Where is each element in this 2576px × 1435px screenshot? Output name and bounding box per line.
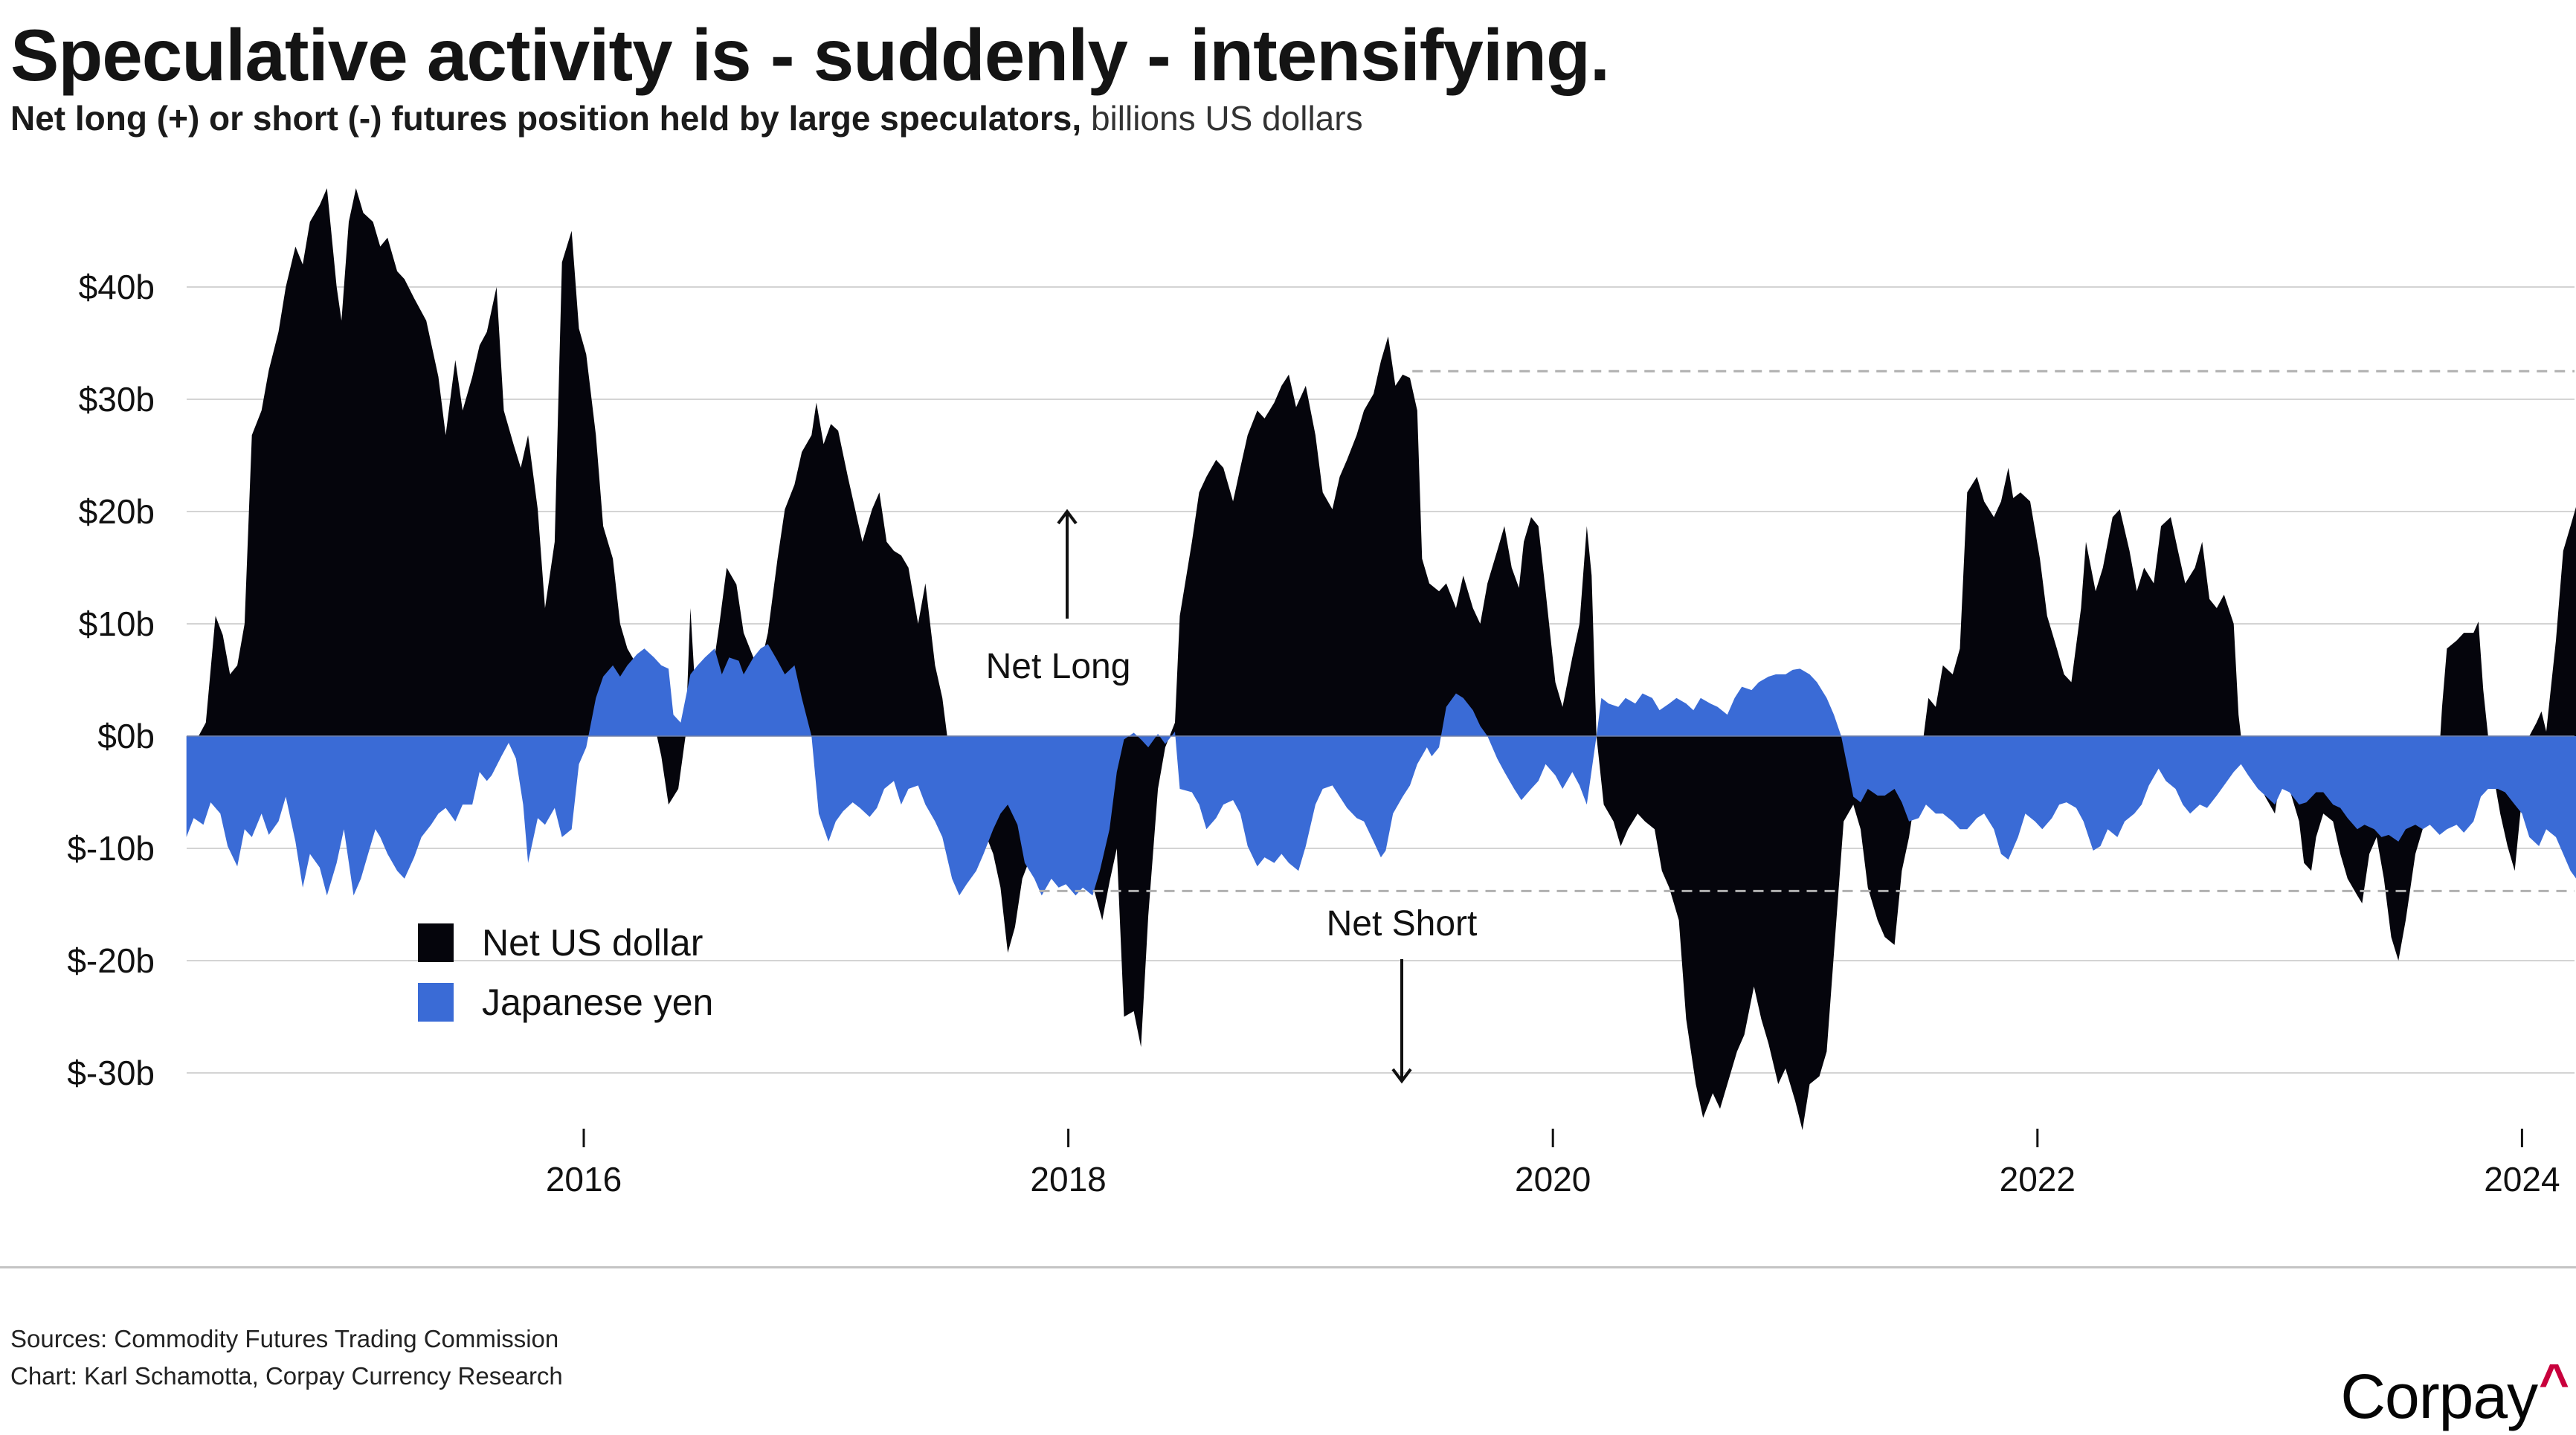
legend-label-jpy: Japanese yen [482, 981, 714, 1023]
x-axis: 2016 2018 2020 2022 2024 [546, 1129, 2560, 1199]
legend: Net US dollar Japanese yen [418, 913, 713, 1032]
legend-item-jpy: Japanese yen [418, 973, 713, 1032]
y-tick-label: $-20b [67, 941, 155, 980]
x-tick-label: 2022 [2000, 1160, 2076, 1199]
series-areas [186, 188, 2576, 1130]
legend-item-usd: Net US dollar [418, 913, 713, 973]
subtitle-units: billions US dollars [1081, 99, 1363, 138]
net-short-label: Net Short [1327, 904, 1478, 944]
legend-swatch-jpy [418, 983, 454, 1022]
footer-divider [0, 1266, 2576, 1268]
series-area-usd [186, 188, 2576, 1130]
subtitle-lead: Net long (+) or short (-) futures positi… [10, 99, 1082, 138]
net-long-arrow-icon [1057, 509, 1078, 525]
x-tick-label: 2020 [1515, 1160, 1591, 1199]
chart-title: Speculative activity is - suddenly - int… [10, 14, 1610, 96]
y-tick-label: $40b [79, 268, 155, 306]
net-short-arrow-icon [1391, 1068, 1412, 1084]
y-axis: $40b $30b $20b $10b $0b $-10b $-20b $-30b [67, 268, 155, 1092]
y-tick-label: $20b [79, 492, 155, 531]
y-tick-label: $30b [79, 380, 155, 419]
chart-subtitle: Net long (+) or short (-) futures positi… [10, 98, 1363, 138]
y-tick-label: $0b [97, 717, 155, 755]
sources-text: Sources: Commodity Futures Trading Commi… [10, 1325, 559, 1352]
reference-lines [1039, 370, 2575, 892]
y-tick-label: $-10b [67, 829, 155, 868]
x-tick-label: 2024 [2484, 1160, 2560, 1199]
footer-sources: Sources: Commodity Futures Trading Commi… [10, 1320, 563, 1395]
logo-caret-icon: ^ [2539, 1353, 2569, 1411]
y-tick-label: $-30b [67, 1054, 155, 1092]
legend-label-usd: Net US dollar [482, 922, 703, 964]
y-tick-label: $10b [79, 604, 155, 643]
logo-wordmark: Corpay [2340, 1361, 2538, 1431]
legend-swatch-usd [418, 923, 454, 962]
credit-text: Chart: Karl Schamotta, Corpay Currency R… [10, 1362, 563, 1390]
x-tick-label: 2018 [1030, 1160, 1106, 1199]
annotations: Net Long Net Short [986, 509, 1478, 1084]
x-tick-label: 2016 [546, 1160, 622, 1199]
corpay-logo: Corpay^ [2340, 1353, 2569, 1433]
net-long-label: Net Long [986, 647, 1131, 686]
series-area-jpy [186, 644, 2576, 896]
